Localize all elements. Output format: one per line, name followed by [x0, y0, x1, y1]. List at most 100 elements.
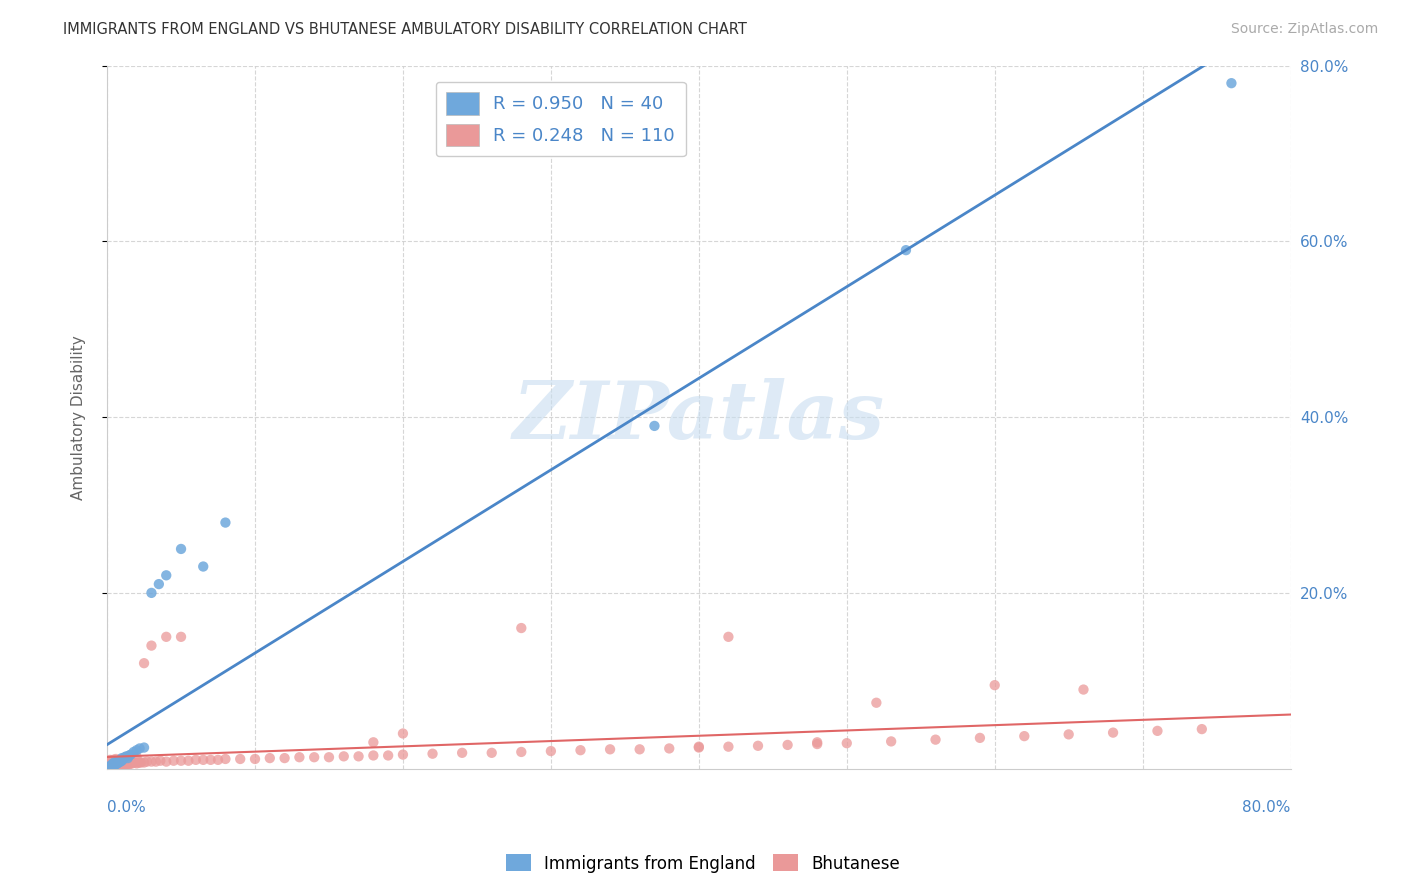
Point: [103, 753, 125, 767]
Point: [111, 754, 134, 768]
Point: [599, 742, 621, 756]
Point: [193, 753, 215, 767]
Point: [120, 756, 142, 771]
Point: [107, 758, 129, 772]
Point: [628, 742, 651, 756]
Point: [377, 748, 399, 763]
Point: [121, 756, 143, 771]
Point: [193, 559, 215, 574]
Point: [98, 760, 121, 774]
Point: [118, 748, 141, 763]
Point: [110, 758, 132, 772]
Text: Source: ZipAtlas.com: Source: ZipAtlas.com: [1230, 22, 1378, 37]
Point: [117, 755, 139, 769]
Point: [111, 758, 134, 772]
Point: [111, 756, 134, 771]
Point: [422, 747, 444, 761]
Point: [101, 753, 124, 767]
Point: [110, 753, 132, 767]
Point: [145, 755, 167, 769]
Point: [1014, 729, 1036, 743]
Point: [97, 757, 120, 772]
Point: [118, 755, 141, 769]
Point: [103, 759, 125, 773]
Text: ZIPatlas: ZIPatlas: [513, 378, 884, 456]
Point: [141, 586, 163, 600]
Point: [111, 751, 134, 765]
Point: [128, 741, 150, 756]
Point: [132, 656, 155, 670]
Point: [273, 751, 295, 765]
Point: [141, 639, 163, 653]
Point: [924, 732, 946, 747]
Point: [114, 757, 136, 772]
Point: [120, 747, 142, 762]
Point: [333, 749, 356, 764]
Point: [115, 749, 138, 764]
Point: [717, 739, 740, 754]
Point: [108, 754, 131, 768]
Point: [392, 747, 415, 762]
Point: [115, 755, 138, 769]
Point: [103, 757, 125, 772]
Point: [200, 753, 222, 767]
Point: [1146, 723, 1168, 738]
Point: [510, 745, 533, 759]
Point: [132, 756, 155, 770]
Point: [229, 752, 252, 766]
Point: [100, 756, 122, 771]
Point: [104, 755, 127, 769]
Point: [1220, 76, 1243, 90]
Point: [117, 751, 139, 765]
Point: [103, 756, 125, 770]
Point: [112, 752, 135, 766]
Point: [100, 758, 122, 772]
Point: [481, 746, 503, 760]
Point: [108, 755, 131, 769]
Point: [127, 756, 149, 770]
Point: [104, 757, 127, 772]
Point: [540, 744, 562, 758]
Legend: R = 0.950   N = 40, R = 0.248   N = 110: R = 0.950 N = 40, R = 0.248 N = 110: [436, 82, 686, 156]
Point: [894, 243, 917, 257]
Point: [115, 757, 138, 772]
Point: [136, 755, 159, 769]
Point: [688, 740, 710, 755]
Point: [118, 757, 141, 772]
Point: [747, 739, 769, 753]
Point: [207, 753, 229, 767]
Point: [302, 750, 325, 764]
Point: [1057, 727, 1080, 741]
Point: [97, 755, 120, 769]
Point: [155, 755, 177, 769]
Point: [776, 738, 799, 752]
Point: [110, 755, 132, 769]
Point: [112, 755, 135, 769]
Point: [163, 754, 186, 768]
Text: 80.0%: 80.0%: [1243, 800, 1291, 815]
Point: [122, 756, 145, 770]
Point: [148, 577, 170, 591]
Point: [114, 750, 136, 764]
Point: [865, 696, 887, 710]
Point: [214, 752, 236, 766]
Point: [184, 753, 207, 767]
Point: [806, 735, 828, 749]
Point: [983, 678, 1005, 692]
Point: [107, 756, 129, 771]
Text: IMMIGRANTS FROM ENGLAND VS BHUTANESE AMBULATORY DISABILITY CORRELATION CHART: IMMIGRANTS FROM ENGLAND VS BHUTANESE AMB…: [63, 22, 747, 37]
Point: [101, 758, 124, 772]
Point: [214, 516, 236, 530]
Point: [318, 750, 340, 764]
Point: [155, 568, 177, 582]
Point: [155, 630, 177, 644]
Point: [835, 736, 858, 750]
Point: [98, 757, 121, 772]
Point: [101, 757, 124, 772]
Point: [643, 418, 665, 433]
Point: [170, 541, 193, 556]
Point: [108, 756, 131, 770]
Point: [569, 743, 592, 757]
Point: [114, 755, 136, 769]
Point: [170, 754, 193, 768]
